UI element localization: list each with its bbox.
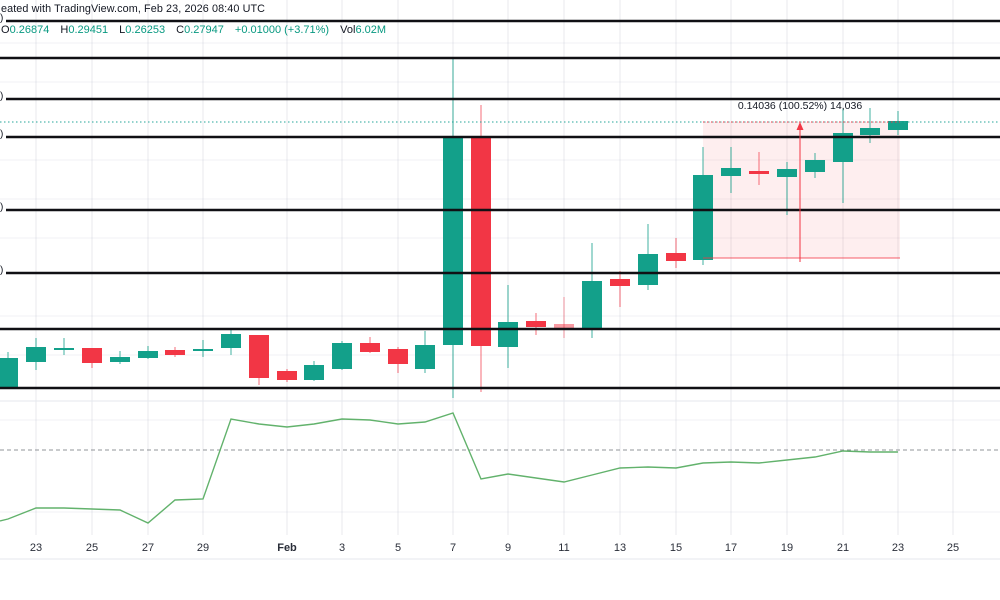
candle-body-up [777,169,797,177]
candle-body-up [110,357,130,362]
time-axis-label: 25 [85,542,99,554]
candle-body-down [249,335,269,378]
candle-body-up [304,365,324,380]
time-axis-label: 9 [504,542,512,554]
candle-body-up [332,343,352,369]
candle-body-up [888,121,908,130]
candle-body-down [749,171,769,174]
candle-body-down [471,136,491,346]
candle-body-up [833,133,853,162]
candle-body-up [193,349,213,351]
candle-body-up [443,136,463,345]
candle-body-up [805,160,825,172]
candle-body-down [610,279,630,286]
time-axis-label: 25 [946,542,960,554]
candle-body-up [138,351,158,358]
time-axis-label: 19 [780,542,794,554]
time-axis-label: 13 [613,542,627,554]
candle-body-down [388,349,408,364]
candle-body-up [26,347,46,362]
candle-body-up [0,358,18,387]
time-axis-label: 7 [449,542,457,554]
range-arrow-head [796,122,804,130]
candle-body-down [165,350,185,355]
time-axis-label: 15 [669,542,683,554]
candle-body-down [666,253,686,261]
time-axis-label: 23 [891,542,905,554]
range-measurement-label: 0.14036 (100.52%) 14,036 [737,100,863,112]
credit-line: eated with TradingView.com, Feb 23, 2026… [1,3,266,15]
candle-body-up [638,254,658,285]
indicator-line [0,412,898,524]
candle-body-down [526,321,546,327]
candle-body-up [582,281,602,328]
time-axis-label: Feb [277,542,297,554]
ohlc-close: C0.27947 [176,24,224,36]
candle-body-down [82,348,102,363]
ohlc-high: H0.29451 [60,24,109,36]
level-label-fragment: ) [0,91,4,102]
candle-body-up [498,322,518,347]
candle-body-up [860,128,880,135]
candle-body-pale [554,324,574,328]
time-axis-label: 5 [394,542,402,554]
level-label-fragment: ) [0,13,4,24]
level-label-fragment: ) [0,265,4,276]
ohlc-row: O0.26874 H0.29451 L0.26253 C0.27947 +0.0… [1,24,386,36]
time-axis-label: 11 [558,542,570,554]
ohlc-open: O0.26874 [1,24,50,36]
candle-body-up [721,168,741,176]
time-axis-label: 17 [724,542,738,554]
time-axis-label: 29 [196,542,210,554]
ohlc-change: +0.01000 (+3.71%) [234,24,330,36]
time-axis-label: 3 [338,542,346,554]
level-label-fragment: ) [0,129,4,140]
candle-body-up [693,175,713,260]
time-axis-label: 21 [836,542,850,554]
candle-body-down [360,343,380,352]
time-axis-label: 27 [141,542,155,554]
ohlc-low: L0.26253 [119,24,166,36]
time-axis-label: 23 [29,542,43,554]
candle-body-down [277,371,297,380]
range-box-fill [703,122,900,258]
candle-body-up [221,334,241,348]
level-label-fragment: ) [0,202,4,213]
volume: Vol6.02M [340,24,387,36]
candle-body-up [54,348,74,350]
candle-body-up [415,345,435,369]
